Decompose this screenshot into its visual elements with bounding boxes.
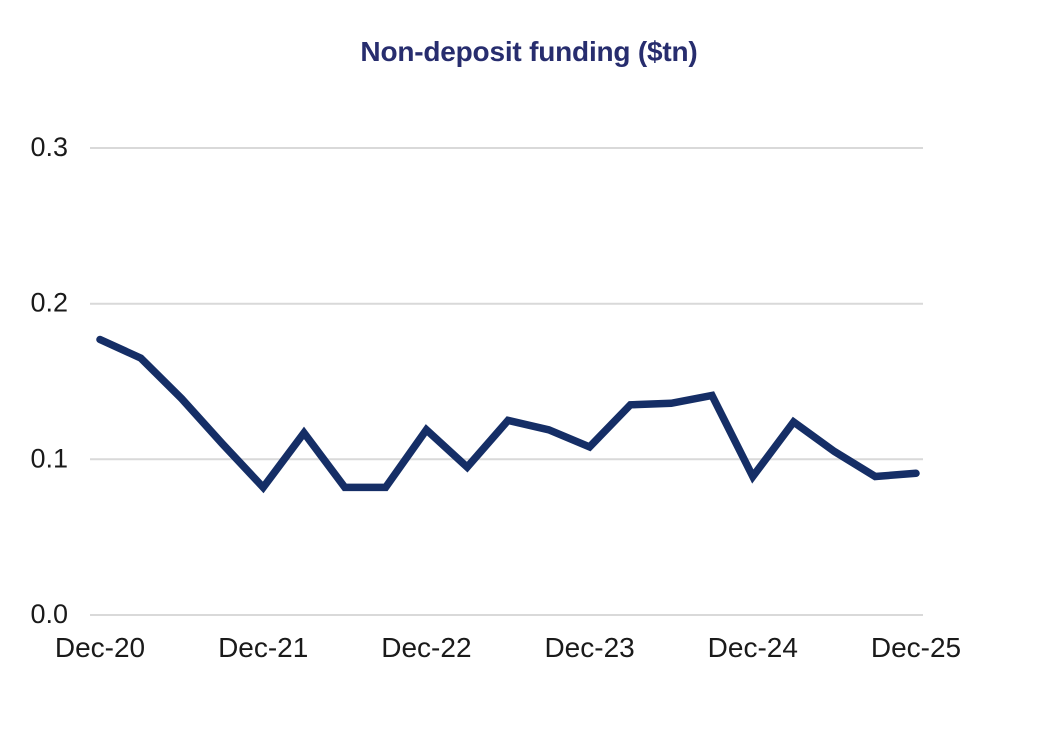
y-axis-tick-label: 0.3 xyxy=(30,132,68,162)
y-axis-tick-label: 0.1 xyxy=(30,443,68,473)
x-axis-tick-label: Dec-20 xyxy=(55,632,145,663)
x-axis-tick-label: Dec-21 xyxy=(218,632,308,663)
series-line xyxy=(96,335,920,494)
x-axis-tick-label: Dec-22 xyxy=(381,632,471,663)
x-axis-tick-label: Dec-24 xyxy=(708,632,798,663)
chart-title: Non-deposit funding ($tn) xyxy=(360,36,698,67)
y-axis-tick-label: 0.2 xyxy=(30,288,68,318)
x-axis-tick-label: Dec-25 xyxy=(871,632,961,663)
x-axis-tick-label: Dec-23 xyxy=(544,632,634,663)
y-axis-tick-label: 0.0 xyxy=(30,599,68,629)
